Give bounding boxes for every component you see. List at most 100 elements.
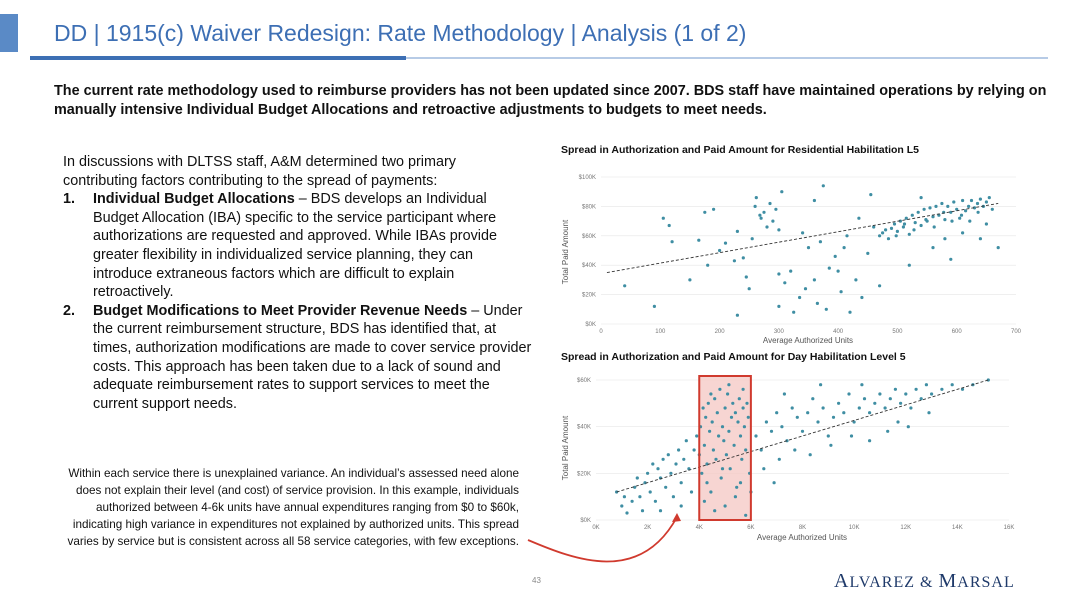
data-point [896, 420, 900, 424]
data-point [750, 237, 754, 241]
data-point [904, 216, 908, 220]
data-point [630, 499, 634, 503]
data-point [754, 434, 758, 438]
data-point [741, 387, 745, 391]
highlight-box [698, 375, 752, 521]
data-point [946, 204, 950, 208]
data-point [684, 439, 688, 443]
data-point [868, 439, 872, 443]
data-point [854, 278, 858, 282]
y-tick-label: $100K [579, 175, 596, 181]
x-tick-label: 700 [1011, 329, 1022, 335]
data-point [886, 237, 891, 241]
data-point [718, 387, 722, 391]
list-item-text: – BDS develops an Individual Budget Allo… [93, 191, 497, 301]
data-point [722, 439, 726, 443]
data-point [934, 204, 938, 208]
data-point [895, 229, 900, 233]
data-point [795, 415, 799, 419]
data-point [653, 499, 658, 503]
data-point [726, 392, 730, 396]
intro-paragraph: In discussions with DLTSS staff, A&M det… [63, 154, 456, 189]
data-point [821, 184, 825, 188]
data-point [842, 246, 846, 250]
slide-title: DD | 1915(c) Waiver Redesign: Rate Metho… [54, 20, 747, 46]
data-point [754, 196, 758, 200]
data-point [708, 429, 712, 433]
x-tick-label: 10K [849, 525, 860, 531]
x-tick-label: 0K [592, 525, 599, 531]
data-point [702, 499, 707, 503]
y-tick-label: $20K [582, 293, 596, 299]
data-point [783, 281, 787, 285]
data-point [710, 420, 714, 424]
data-point [849, 434, 854, 438]
data-point [777, 228, 781, 232]
data-point [836, 269, 840, 273]
data-point [924, 383, 929, 387]
data-point [705, 481, 709, 485]
data-point [848, 310, 852, 314]
trend-line [616, 379, 989, 493]
data-point [931, 246, 935, 250]
data-point [839, 290, 843, 294]
data-point [737, 397, 741, 401]
variance-note: Within each service there is unexplained… [67, 467, 519, 548]
data-point [893, 387, 898, 391]
title-underline [30, 56, 406, 60]
data-point [883, 406, 887, 410]
y-tick-label: $40K [582, 263, 596, 269]
data-point [955, 207, 959, 211]
data-point [671, 495, 676, 499]
data-point [857, 406, 861, 410]
data-point [940, 387, 944, 391]
data-point [762, 210, 766, 214]
data-point [808, 453, 812, 457]
data-point [724, 453, 729, 457]
list-item-heading: Budget Modifications to Meet Provider Re… [93, 302, 468, 319]
y-tick-label: $40K [577, 425, 591, 431]
data-point [747, 287, 751, 291]
data-point [919, 196, 923, 200]
data-point [719, 476, 723, 480]
data-point [777, 457, 781, 461]
data-point [704, 415, 708, 419]
data-point [728, 467, 732, 471]
y-axis-label: Total Paid Amount [561, 415, 570, 480]
data-point [674, 462, 678, 466]
data-point [701, 406, 705, 410]
data-point [812, 198, 817, 203]
y-tick-label: $0K [585, 322, 596, 328]
title-accent-block [0, 14, 18, 52]
callout-arrow [527, 516, 678, 563]
data-point [902, 222, 907, 226]
data-point [735, 229, 740, 233]
data-point [727, 429, 731, 433]
data-point [658, 509, 663, 513]
data-point [625, 511, 629, 515]
data-point [620, 504, 624, 508]
data-point [950, 383, 954, 387]
data-point [899, 401, 903, 405]
data-point [819, 383, 823, 387]
x-tick-label: 100 [655, 329, 666, 335]
data-point [862, 397, 867, 401]
list-item-heading: Individual Budget Allocations [93, 191, 295, 208]
chart-title-day-habilitation: Spread in Authorization and Paid Amount … [561, 351, 906, 363]
data-point [709, 490, 713, 494]
data-point [950, 219, 954, 223]
data-point [638, 495, 642, 499]
data-point [717, 434, 721, 438]
data-point [652, 304, 657, 308]
x-tick-label: 6K [747, 525, 754, 531]
data-point [847, 392, 851, 396]
data-point [702, 443, 707, 447]
data-point [777, 304, 781, 308]
data-point [744, 513, 748, 517]
data-point [833, 254, 837, 258]
data-point [801, 231, 805, 235]
data-point [906, 425, 910, 429]
data-point [792, 310, 796, 314]
trend-line [606, 203, 999, 273]
